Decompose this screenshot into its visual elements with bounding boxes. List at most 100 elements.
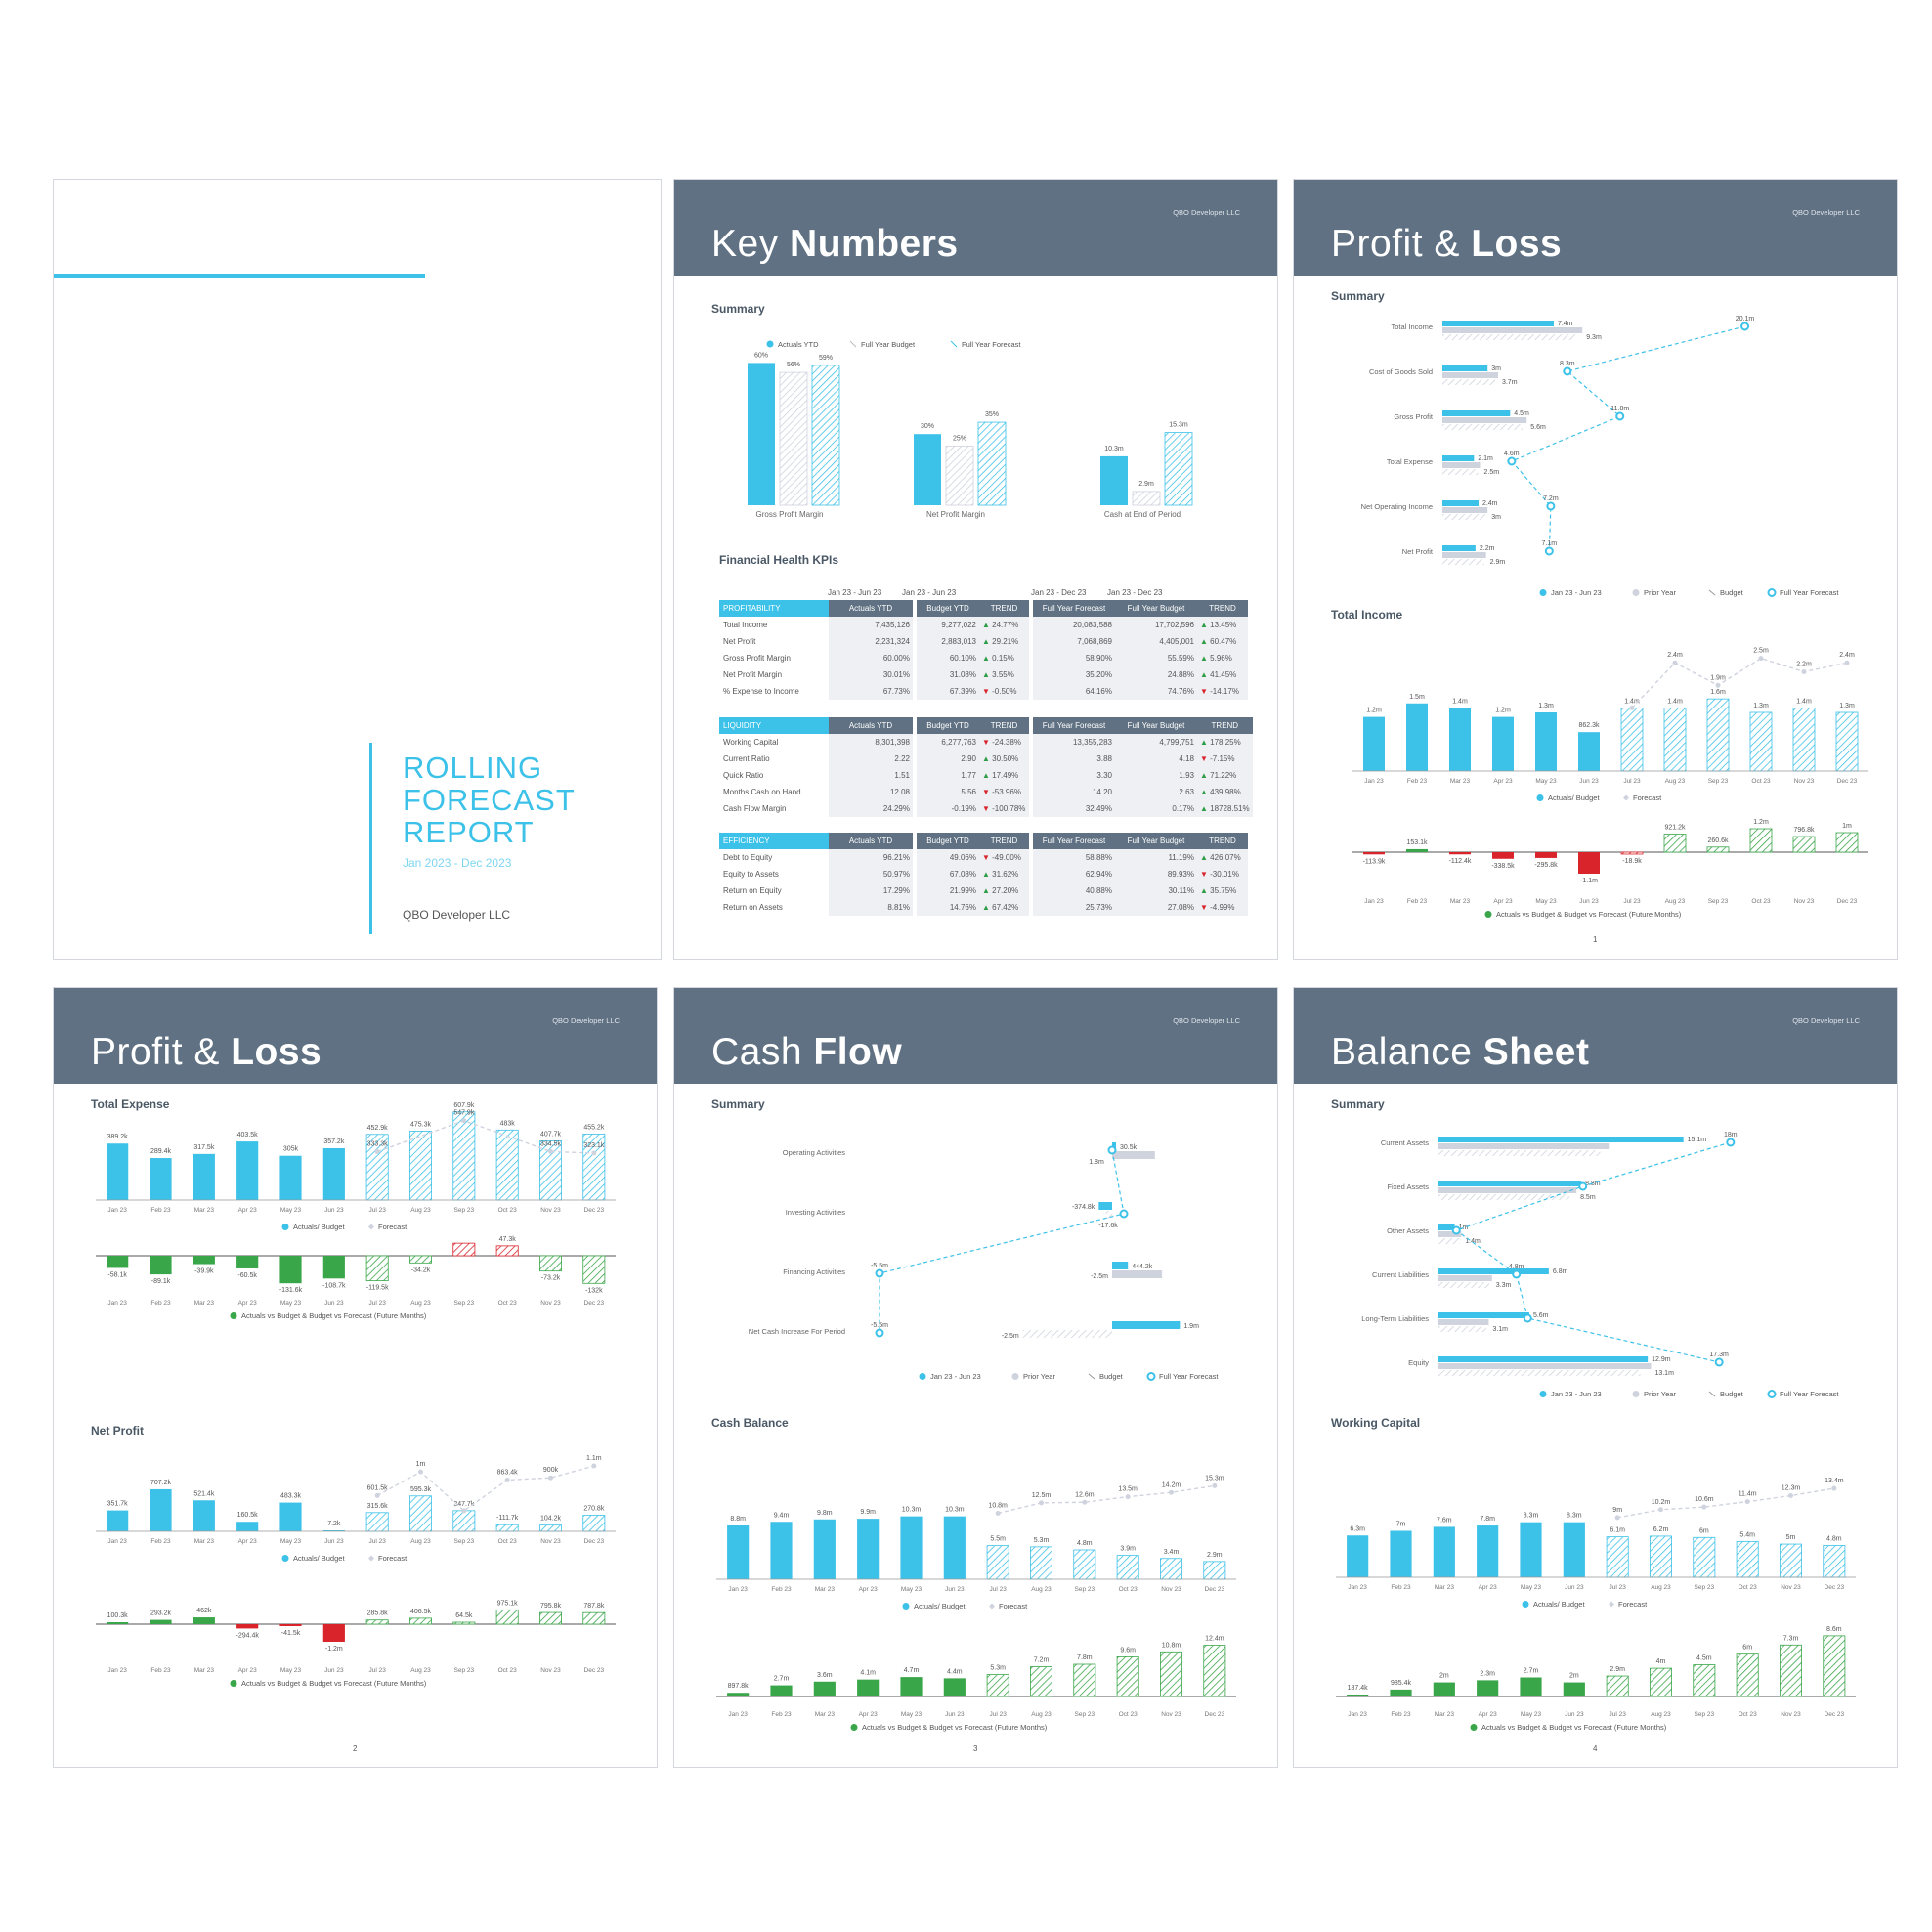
forecast-point: [1451, 1225, 1461, 1235]
row-label: Total Income: [1391, 322, 1433, 331]
month-label: May 23: [280, 1538, 302, 1545]
bar-nov-23: [1780, 1543, 1802, 1578]
legend-actuals-label: Actuals/ Budget: [914, 1602, 966, 1610]
bar-value-label: 7.2k: [327, 1521, 341, 1527]
kpi-value: 89.93%: [1115, 866, 1197, 882]
kpi-trend: ▲ 27.20%: [979, 882, 1029, 899]
bar-nov-23: [1792, 707, 1816, 772]
kpi-trend: ▲ 60.47%: [1197, 633, 1248, 650]
month-label: Nov 23: [1781, 1711, 1801, 1718]
month-label: Jun 23: [945, 1586, 965, 1593]
prior-value-label: 14.2m: [1162, 1481, 1181, 1488]
prior-point: [374, 1149, 380, 1155]
prior-value-label: 12.3m: [1782, 1485, 1801, 1492]
month-label: Oct 23: [498, 1538, 518, 1545]
forecast-line: [1454, 1141, 1731, 1363]
kpi-bar: [1132, 491, 1161, 506]
variance-bar-jul-23: [1606, 1675, 1629, 1697]
prior-year-line: [998, 1484, 1215, 1515]
variance-value-label: 47.3k: [499, 1236, 517, 1243]
month-label: Apr 23: [238, 1300, 258, 1307]
bar-value-label: 7.8m: [1480, 1516, 1495, 1523]
legend-prior-dot: [1632, 1391, 1640, 1397]
prior-value-label: 334.5k: [540, 1140, 562, 1147]
kpi-bar: [1164, 432, 1193, 506]
prior-value-label: 333.3k: [367, 1141, 389, 1148]
month-label: Dec 23: [584, 1538, 605, 1545]
kpi-value: 27.08%: [1115, 899, 1197, 916]
prior-value-label: 900k: [543, 1467, 559, 1474]
bar-feb-23: [1406, 703, 1428, 771]
variance-bar-aug-23: [1650, 1667, 1672, 1697]
legend-actuals-dot: [902, 1603, 910, 1610]
bar-value-label: 7.6m: [1437, 1517, 1452, 1524]
legend-forecast-label: Full Year Forecast: [962, 340, 1021, 349]
bar-value-label: 8.8m: [730, 1516, 746, 1523]
kpi-trend: ▲ 5.96%: [1197, 650, 1248, 666]
kpi-value: 20,083,588: [1033, 617, 1115, 633]
prior-value-label: 5.6m: [1530, 424, 1546, 431]
legend-forecast-label: Full Year Forecast: [1780, 1390, 1839, 1398]
month-label: Sep 23: [454, 1207, 475, 1214]
kpi-value: 40.88%: [1033, 882, 1115, 899]
prior-point: [461, 1508, 467, 1514]
bar-may-23: [279, 1155, 302, 1200]
bar-apr-23: [857, 1519, 880, 1579]
month-label: Feb 23: [150, 1538, 171, 1545]
variance-bar-mar-23: [1449, 852, 1471, 855]
month-label: Sep 23: [1695, 1584, 1715, 1591]
kpi-value: 50.97%: [829, 866, 913, 882]
row-label: Cost of Goods Sold: [1369, 367, 1433, 376]
kpi-value: 17.29%: [829, 882, 913, 899]
legend-actual-dot: [1539, 589, 1547, 596]
month-label: Dec 23: [1205, 1711, 1225, 1718]
prior-bar: [1442, 327, 1583, 333]
bar-aug-23: [409, 1131, 432, 1201]
bar-value-label: 607.9k: [453, 1102, 475, 1109]
variance-value-label: 2.7m: [774, 1676, 790, 1683]
kpi-row: Total Income 7,435,126 9,277,022 ▲ 24.77% 20…: [719, 617, 1248, 633]
legend-prior-label: Prior Year: [1023, 1372, 1055, 1381]
bar-value-label: 305k: [283, 1146, 299, 1153]
bar-feb-23: [770, 1522, 793, 1579]
bar-feb-23: [1390, 1530, 1412, 1577]
variance-value-label: 260.6k: [1707, 837, 1729, 844]
page-title: Balance Sheet: [1331, 1031, 1590, 1073]
kpi-bar-value: 35%: [985, 411, 999, 418]
cash-flow-page: Cash Flow QBO Developer LLC Summary Oper…: [674, 988, 1277, 1767]
prior-bar: [1442, 507, 1488, 513]
variance-bar-feb-23: [150, 1256, 172, 1275]
pl-summary-chart: Total Income 7.4m 9.3m Cost of Goods Sold 3m…: [1361, 316, 1839, 597]
kpi-row: Cash Flow Margin 24.29% -0.19% ▼ -100.78% 32…: [719, 800, 1253, 817]
forecast-value-label: 7.2m: [1543, 495, 1559, 502]
month-label: May 23: [1521, 1711, 1542, 1718]
legend-budget-mark: [1708, 1391, 1716, 1397]
actual-value-label: 7.4m: [1558, 321, 1573, 327]
section-summary: Summary: [711, 1097, 765, 1111]
actual-bar: [1442, 455, 1475, 461]
row-label: Investing Activities: [786, 1208, 846, 1217]
kpi-value: 14.76%: [917, 899, 979, 916]
prior-bar: [1438, 1275, 1492, 1281]
kpi-trend: ▲ 18728.51%: [1197, 800, 1253, 817]
month-label: Apr 23: [238, 1207, 258, 1214]
kpi-value: 2.22: [829, 751, 913, 767]
bar-oct-23: [495, 1524, 519, 1532]
kpi-value: 21.99%: [917, 882, 979, 899]
kpi-trend: ▼ -100.78%: [979, 800, 1029, 817]
variance-value-label: -34.2k: [411, 1267, 431, 1273]
kpi-value: 96.21%: [829, 849, 913, 866]
prior-point: [1744, 1499, 1750, 1505]
prior-bar: [1442, 417, 1527, 423]
prior-point: [1125, 1494, 1131, 1500]
prior-bar: [1438, 1143, 1610, 1149]
prior-bar: [1442, 552, 1486, 558]
variance-bar-nov-23: [1780, 1644, 1802, 1697]
actual-bar: [1098, 1202, 1112, 1210]
kpi-section-name: EFFICIENCY: [719, 833, 829, 849]
prior-point: [1082, 1499, 1088, 1505]
kpi-value: 4,799,751: [1115, 734, 1197, 751]
month-label: Sep 23: [1075, 1586, 1095, 1593]
bar-jan-23: [1363, 716, 1385, 771]
bar-apr-23: [1492, 716, 1514, 771]
